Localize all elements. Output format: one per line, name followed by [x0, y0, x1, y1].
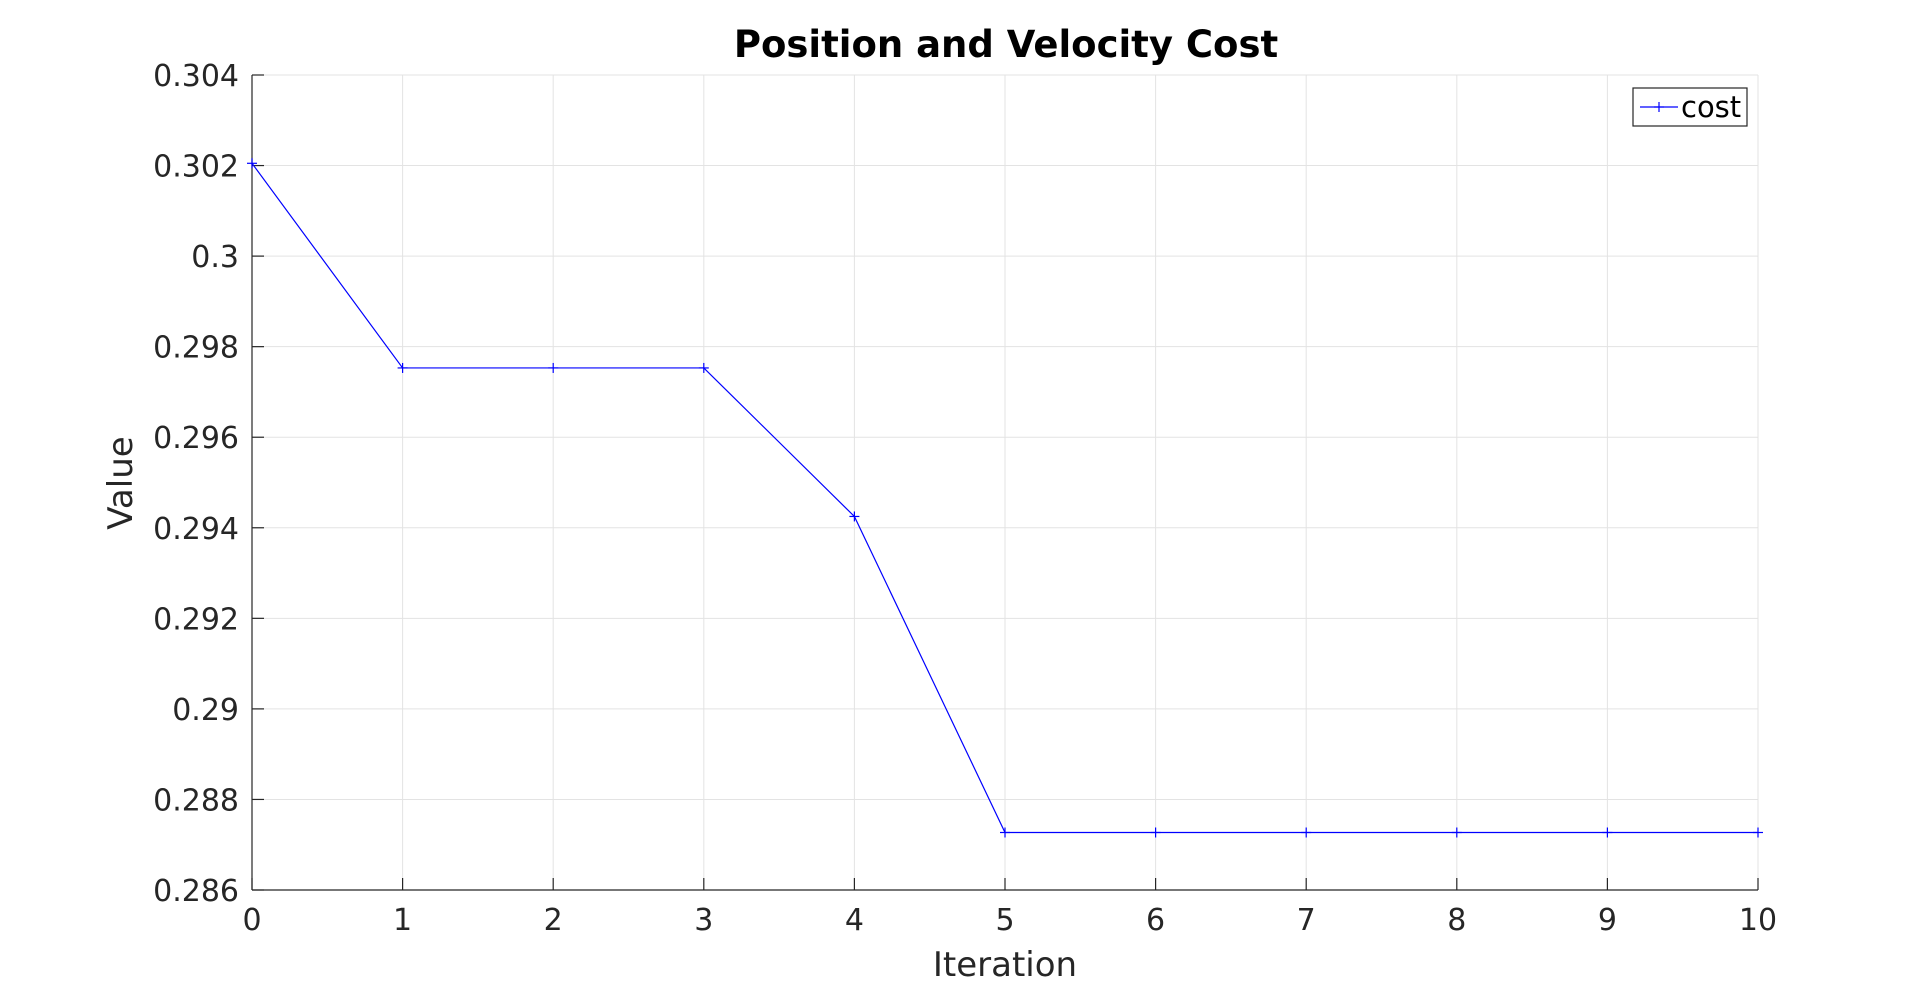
y-tick-label: 0.302 [153, 150, 239, 185]
data-point [698, 362, 709, 373]
y-tick-label: 0.296 [153, 421, 239, 456]
y-tick-label: 0.3 [191, 240, 239, 275]
legend-marker [1654, 102, 1664, 112]
x-tick-label: 5 [995, 903, 1014, 938]
y-tick-label: 0.298 [153, 331, 239, 366]
data-point [1150, 827, 1161, 838]
y-tick-label: 0.286 [153, 874, 239, 909]
data-point [849, 511, 860, 522]
data-point [1000, 827, 1010, 838]
data-point [247, 158, 257, 169]
x-tick-label: 4 [845, 903, 864, 938]
x-tick-label: 1 [393, 903, 412, 938]
y-tick-label: 0.29 [172, 693, 239, 728]
y-axis-title: Value [101, 436, 141, 529]
y-tick-label: 0.304 [153, 59, 239, 94]
x-tick-label: 8 [1447, 903, 1466, 938]
data-point [397, 362, 408, 373]
x-tick-label: 2 [544, 903, 563, 938]
data-point [1753, 827, 1763, 838]
legend-label-cost: cost [1681, 90, 1741, 124]
plot-area: 0 1 2 3 4 5 6 7 8 9 10 0.2860.2880.290.2920.2940.2… [153, 59, 1777, 938]
x-tick-label: 9 [1598, 903, 1617, 938]
data-point [1602, 827, 1613, 838]
data-point [548, 362, 559, 373]
chart-title: Position and Velocity Cost [734, 23, 1278, 66]
y-tick-label: 0.294 [153, 512, 239, 547]
x-tick-label: 7 [1297, 903, 1316, 938]
data-point [1451, 827, 1462, 838]
x-axis-title: Iteration [933, 945, 1077, 985]
x-tick-label: 6 [1146, 903, 1165, 938]
y-tick-label: 0.292 [153, 602, 239, 637]
x-tick-label: 10 [1739, 903, 1777, 938]
data-point [1301, 827, 1312, 838]
x-tick-label: 3 [694, 903, 713, 938]
y-tick-label: 0.288 [153, 783, 239, 818]
x-tick-labels: 0 1 2 3 4 5 6 7 8 9 10 [242, 903, 1777, 938]
legend: cost [1632, 87, 1748, 127]
legend-plus-marker [1654, 102, 1664, 112]
axes [251, 74, 1759, 891]
x-tick-label: 0 [242, 903, 261, 938]
y-tick-labels: 0.286 0.288 0.29 0.292 0.294 0.296 0.298 0.3 0.3… [153, 59, 239, 909]
series-layer [247, 158, 1763, 838]
